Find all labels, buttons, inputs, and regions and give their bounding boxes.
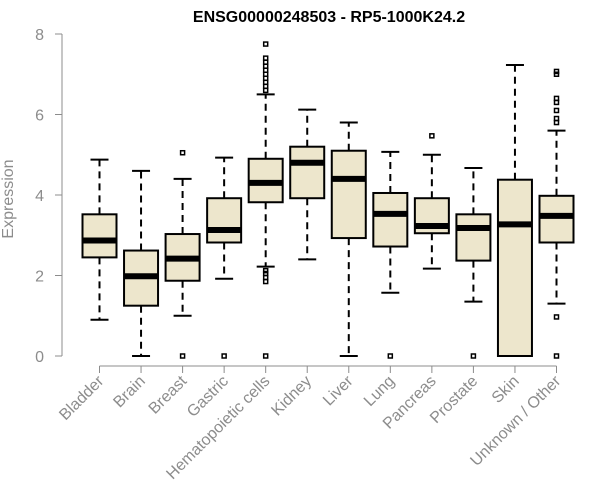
iqr-box	[330, 149, 367, 240]
box-hematopoietic-cells	[247, 41, 284, 359]
box-pancreas	[413, 133, 450, 270]
x-tick-label: Breast	[146, 372, 191, 417]
outlier-point	[387, 353, 394, 359]
outlier-point	[179, 149, 186, 156]
outlier-point	[553, 314, 560, 320]
y-tick-label: 8	[35, 27, 44, 44]
outlier-point	[553, 95, 560, 102]
boxes-group	[81, 41, 575, 359]
y-tick-label: 2	[35, 269, 44, 286]
box-lung	[372, 150, 409, 359]
y-axis: 0 2 4 6 8	[35, 27, 63, 366]
box-breast	[164, 149, 201, 359]
outlier-point	[553, 115, 560, 122]
y-axis-label: Expression	[0, 159, 17, 238]
chart-title: ENSG00000248503 - RP5-1000K24.2	[193, 9, 465, 26]
x-tick-label: Liver	[320, 372, 357, 409]
outlier-point	[262, 270, 269, 277]
box-liver	[330, 121, 367, 357]
box-brain	[123, 169, 160, 357]
x-tick-label: Lung	[361, 373, 398, 410]
box-kidney	[289, 108, 326, 261]
box-prostate	[455, 167, 492, 359]
outlier-point	[553, 353, 560, 359]
outlier-point	[262, 41, 269, 47]
x-tick-label: Bladder	[56, 372, 107, 423]
box-skin	[496, 63, 533, 357]
y-tick-label: 6	[35, 108, 44, 125]
iqr-box	[81, 213, 118, 259]
outlier-point	[470, 353, 477, 359]
x-tick-label: Kidney	[268, 373, 315, 420]
x-tick-label: Brain	[110, 373, 148, 411]
outlier-point	[179, 353, 186, 359]
outlier-point	[553, 71, 560, 77]
iqr-box	[289, 145, 326, 200]
box-gastric	[206, 156, 243, 359]
iqr-box	[206, 197, 243, 244]
box-bladder	[81, 158, 118, 321]
outlier-point	[429, 133, 435, 139]
outlier-point	[553, 107, 560, 114]
iqr-box	[455, 213, 492, 262]
iqr-box	[372, 191, 409, 248]
outlier-point	[262, 55, 269, 61]
outlier-point	[262, 353, 269, 359]
y-tick-label: 4	[35, 188, 44, 205]
outlier-point	[553, 68, 560, 75]
x-tick-label: Skin	[489, 373, 523, 407]
outlier-point	[262, 267, 269, 274]
iqr-box	[538, 194, 575, 244]
y-tick-label: 0	[35, 349, 44, 366]
iqr-box	[496, 178, 533, 357]
box-unknown-other	[538, 68, 575, 359]
outlier-point	[221, 353, 227, 359]
x-axis	[99, 365, 557, 373]
